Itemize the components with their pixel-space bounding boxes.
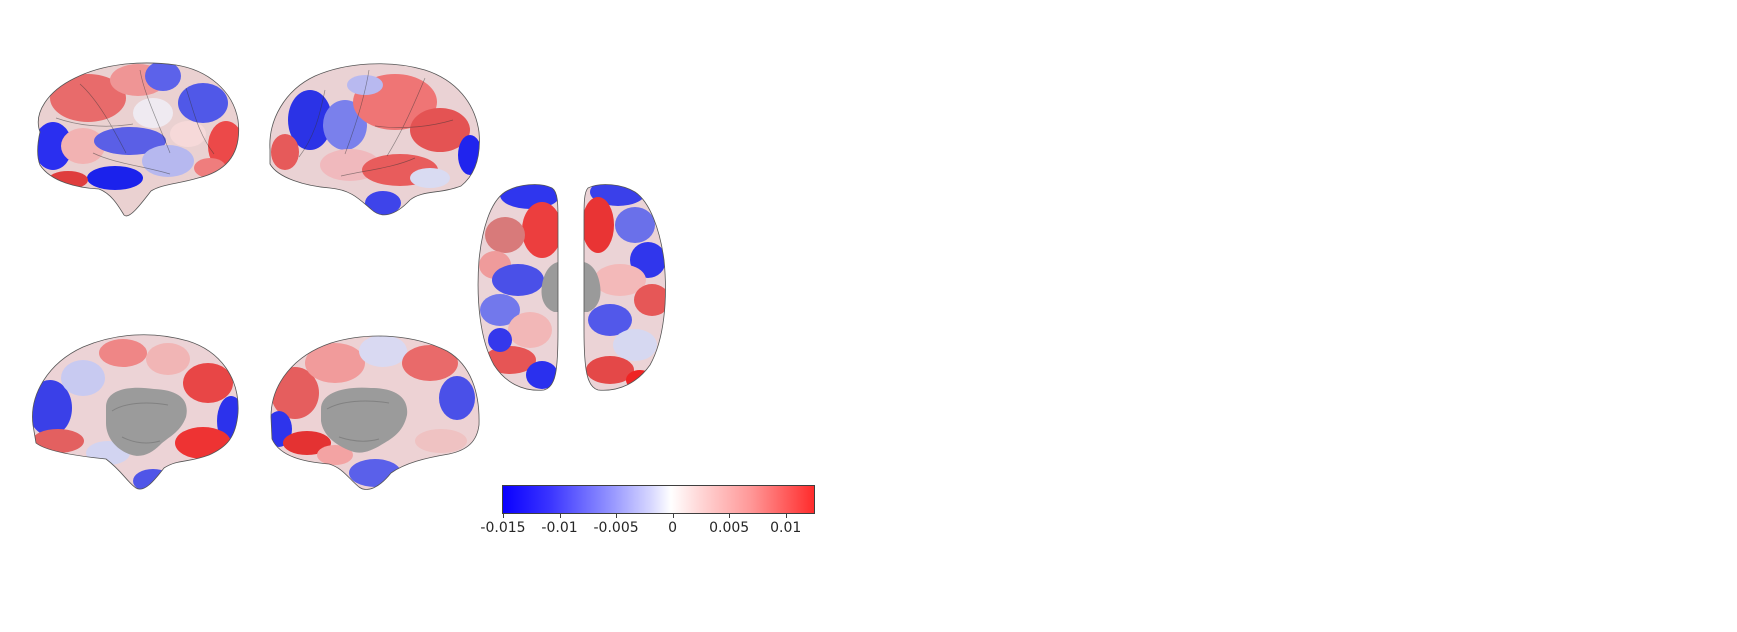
colorbar-tick-label: 0.005 bbox=[709, 520, 750, 536]
colorbar-tick-label: -0.015 bbox=[480, 520, 526, 536]
colorbar: -0.015 -0.01 -0.005 0 0.005 0.01 bbox=[480, 485, 815, 551]
right-medial-brain-view bbox=[265, 333, 483, 495]
left-lateral-brain-view bbox=[28, 58, 243, 223]
colorbar-tick bbox=[672, 514, 674, 518]
colorbar-tick bbox=[729, 514, 731, 518]
colorbar-tick bbox=[559, 514, 561, 518]
colorbar-tick-label: 0 bbox=[668, 520, 678, 536]
colorbar-tick-label: -0.005 bbox=[593, 520, 639, 536]
colorbar-tick bbox=[785, 514, 787, 518]
colorbar-tick bbox=[616, 514, 618, 518]
colorbar-tick bbox=[503, 514, 504, 518]
right-lateral-brain-view bbox=[265, 60, 483, 222]
colorbar-tick-label: -0.01 bbox=[541, 520, 578, 536]
left-dorsal-brain-view bbox=[470, 180, 565, 395]
right-dorsal-brain-view bbox=[580, 180, 675, 395]
colorbar-tick-label: 0.01 bbox=[770, 520, 802, 536]
colorbar-gradient bbox=[502, 485, 815, 514]
left-medial-brain-view bbox=[28, 333, 243, 495]
